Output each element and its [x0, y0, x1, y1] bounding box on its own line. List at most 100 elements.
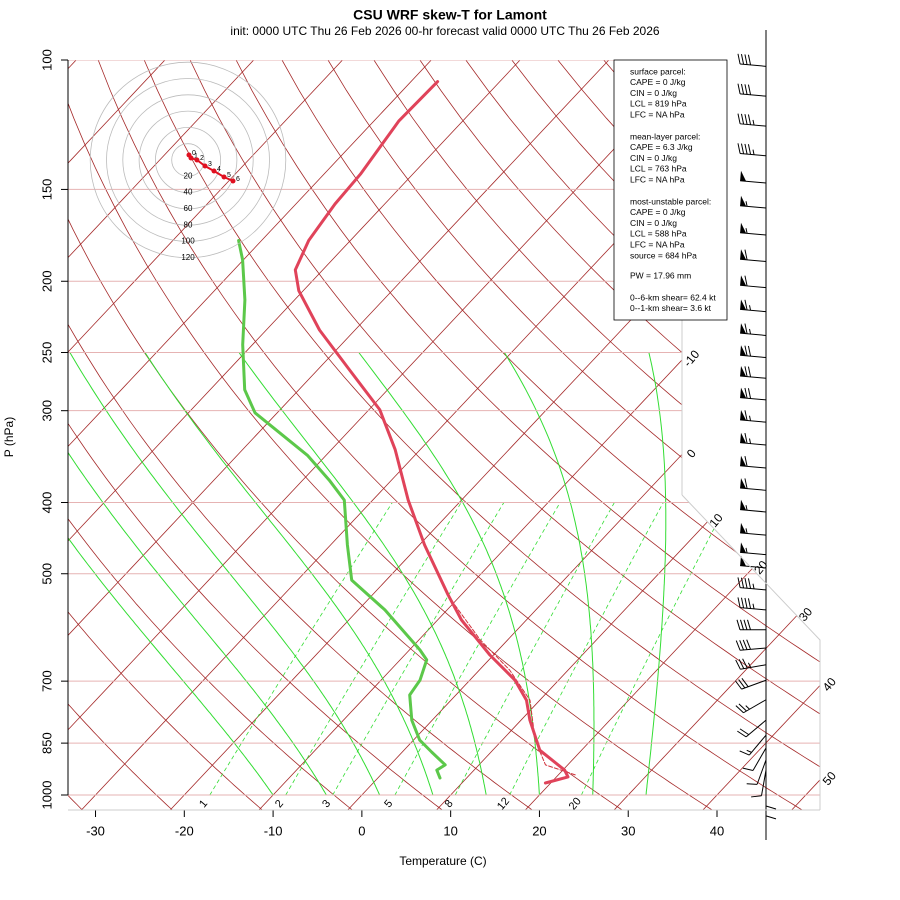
wind-barb	[737, 143, 767, 157]
isotherm-label: -10	[680, 347, 702, 370]
y-axis-label: P (hPa)	[2, 417, 16, 457]
wind-barb	[751, 770, 767, 798]
wind-barb	[740, 522, 767, 536]
moist-adiabat	[68, 352, 327, 796]
barb-staff	[740, 63, 767, 67]
barb-flag	[742, 767, 754, 771]
wind-barb	[737, 83, 767, 97]
x-tick-label: 30	[621, 823, 635, 838]
barb-flag	[744, 345, 748, 356]
isotherm-label: 50	[820, 769, 840, 788]
wind-barb	[765, 779, 777, 810]
wind-barb	[740, 478, 767, 491]
wind-barb	[740, 170, 767, 184]
isotherm	[68, 60, 521, 810]
y-tick-label: 1000	[39, 781, 54, 810]
x-tick-label: -30	[86, 823, 105, 838]
wind-barb	[740, 542, 767, 556]
isotherm-label: 30	[796, 605, 816, 624]
stats-line: LCL = 819 hPa	[630, 99, 687, 109]
hodograph-ring-label: 60	[184, 204, 193, 213]
barb-staff	[740, 153, 767, 157]
barb-staff	[740, 308, 767, 313]
y-tick-label: 700	[39, 670, 54, 692]
barb-staff	[740, 419, 767, 423]
temperature-line	[293, 80, 570, 785]
barb-flag	[744, 249, 748, 260]
barb-half	[752, 119, 755, 126]
barb-staff	[740, 284, 767, 289]
stats-line: most-unstable parcel:	[630, 196, 711, 206]
barb-half	[745, 705, 750, 710]
x-tick-label: 40	[710, 823, 724, 838]
barb-flag	[744, 577, 748, 589]
barb-flag	[738, 703, 747, 712]
barb-half	[745, 505, 748, 511]
barb-staff	[740, 664, 767, 670]
barb-staff	[740, 647, 767, 651]
wind-barb	[740, 222, 767, 236]
moist-adiabat	[645, 352, 667, 796]
mixing-ratio-label: 3	[320, 798, 333, 810]
dry-adiabat	[143, 60, 820, 810]
y-tick-label: 300	[39, 400, 54, 422]
barb-half	[746, 749, 752, 753]
isotherm	[68, 60, 698, 810]
stats-line: LCL = 763 hPa	[630, 164, 687, 174]
chart-title: CSU WRF skew-T for Lamont	[353, 7, 547, 23]
barb-flag	[747, 54, 752, 66]
barb-flag	[737, 83, 741, 95]
barb-half	[747, 662, 752, 668]
dry-adiabat	[741, 60, 820, 810]
stats-line: CAPE = 0 J/kg	[630, 207, 686, 217]
barb-flag	[744, 323, 748, 334]
y-tick-label: 150	[39, 179, 54, 201]
wind-barb	[737, 577, 767, 591]
barb-flag	[737, 730, 747, 738]
barb-flag	[737, 143, 741, 154]
barb-flag	[744, 275, 748, 287]
barb-staff	[748, 734, 767, 756]
barb-staff	[760, 770, 767, 796]
dry-adiabat	[68, 60, 264, 810]
hodograph-point	[202, 163, 208, 169]
hodograph-height-label: 5	[227, 172, 231, 179]
dry-adiabat	[557, 60, 820, 810]
stats-line: PW = 17.96 mm	[630, 270, 691, 280]
y-tick-label: 250	[39, 342, 54, 364]
barb-half	[749, 438, 752, 444]
barb-flag	[743, 619, 748, 630]
barb-staff	[741, 679, 767, 690]
dry-adiabat	[68, 60, 534, 810]
barb-flag	[739, 750, 750, 756]
moist-adiabat	[358, 352, 540, 796]
dewpoint-line	[237, 239, 447, 780]
dry-adiabat	[189, 60, 820, 810]
barb-staff	[740, 587, 767, 591]
hodograph-ring	[138, 110, 238, 210]
barb-staff	[740, 607, 767, 611]
isotherm	[524, 60, 820, 810]
wind-barb	[740, 299, 767, 313]
barb-half	[749, 305, 752, 311]
stats-line: 0--1-km shear= 3.6 kt	[630, 303, 712, 313]
barb-pennant	[740, 195, 747, 207]
wind-barb	[735, 658, 767, 670]
barb-half	[745, 201, 748, 207]
stats-line: 0--6-km shear= 62.4 kt	[630, 292, 716, 302]
barb-flag	[744, 387, 748, 399]
barb-flag	[738, 679, 746, 689]
hodograph-ring-label: 120	[181, 253, 195, 262]
barb-flag	[740, 577, 745, 589]
stats-line: CAPE = 0 J/kg	[630, 77, 686, 87]
hodograph-height-label: 0	[192, 150, 196, 157]
barb-pennant	[740, 432, 747, 444]
y-tick-label: 200	[39, 270, 54, 292]
isotherm-label: 40	[820, 675, 840, 694]
barb-pennant	[740, 299, 747, 310]
barb-flag	[744, 54, 748, 65]
wind-barb	[765, 789, 777, 820]
dry-adiabat	[373, 60, 820, 810]
isotherm	[702, 60, 820, 810]
barb-staff	[740, 354, 767, 359]
